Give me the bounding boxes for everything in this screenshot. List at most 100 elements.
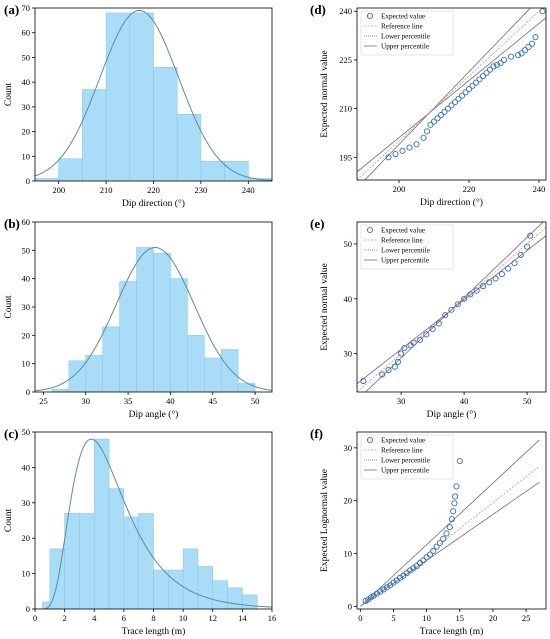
x-axis-label: Dip angle (°) [427,409,477,420]
chart-panel-c: (c) 0 2 4 6 8 10 12 14 16 0 10 20 30 40 50 Trace length … [4,426,276,637]
histogram-bar [51,388,70,392]
x-tick-label: 6 [122,613,126,623]
data-point [435,320,442,327]
x-tick-label: 230 [195,185,208,195]
upper-percentile-line [360,439,540,607]
data-point [437,112,445,119]
legend: Expected value Reference line Lower percen… [360,224,454,270]
panel-label: (f) [310,426,323,441]
y-tick-label: 10 [344,549,353,559]
fit-curve [35,9,272,181]
lower-percentile-line [360,481,540,607]
panel-label: (d) [310,2,326,17]
x-tick-label: 15 [456,613,465,623]
y-tick-label: 50 [22,245,31,255]
data-point [497,60,504,67]
legend-entry: Reference line [381,447,423,455]
histogram-bar [93,438,110,609]
data-point [528,40,536,47]
x-tick-label: 220 [463,184,476,194]
histogram-bar [58,158,83,181]
data-point [524,243,531,250]
legend-entry: Expected value [381,437,425,445]
y-tick-label: 240 [339,6,352,16]
y-tick-label: 60 [22,28,31,38]
y-tick-label: 0 [26,387,30,397]
y-tick-label: 30 [344,349,353,359]
histogram-bar [203,357,222,392]
histogram-bar [224,160,249,181]
y-tick-label: 195 [339,152,352,162]
data-point [455,95,462,102]
legend-entry: Upper percentile [381,257,429,265]
y-tick-label: 20 [344,496,353,506]
x-tick-label: 8 [151,613,155,623]
x-tick-label: 200 [52,185,65,195]
data-point [486,66,494,73]
chart-panel-f: (f) Expected value Reference line Lower per… [310,426,547,637]
y-tick-label: 40 [22,274,31,284]
histogram-bar [85,354,104,392]
legend-marker-icon [366,12,374,20]
data-point [517,251,524,258]
data-point [498,271,505,278]
x-tick-label: 14 [238,613,247,623]
histogram-bar [170,278,188,392]
data-point [441,108,448,115]
fit-curve [35,438,272,609]
upper-percentile-line [365,222,544,392]
data-point [472,79,480,86]
y-axis-label: Expected normal value [320,263,330,351]
data-point [452,493,459,500]
chart-panel-d: (d) Expected value Reference line Lower per… [310,2,547,208]
data-point [527,232,534,239]
data-point [420,134,427,141]
data-point [476,76,483,83]
histogram-bar [227,587,243,609]
data-point [440,535,447,542]
axes-frame [356,221,547,393]
x-tick-label: 40 [460,396,469,406]
data-point [473,287,480,294]
x-tick-label: 240 [533,184,546,194]
x-tick-label: 30 [397,396,406,406]
lower-percentile-line [357,17,546,173]
histogram-bar [220,349,239,392]
x-axis-label: Trace length (m) [420,626,484,637]
y-tick-label: 225 [339,55,352,65]
data-point [416,336,424,343]
x-axis-label: Dip angle (°) [129,409,179,420]
data-point [479,283,487,290]
plot-area [35,438,272,609]
data-point [385,367,392,374]
data-point [360,377,367,385]
x-tick-label: 50 [523,396,532,406]
x-tick-label: 35 [124,396,133,406]
histogram-bar [138,513,154,609]
x-tick-label: 10 [422,613,431,623]
x-tick-label: 45 [209,396,218,406]
y-tick-label: 70 [22,3,31,13]
data-point [444,105,452,112]
legend: Expected value Reference line Lower percen… [360,434,454,480]
legend-entry: Lower percentile [381,457,430,465]
data-point [379,371,386,378]
data-point [410,339,417,346]
x-tick-label: 20 [489,613,498,623]
data-point [399,147,406,154]
x-axis-label: Dip direction (°) [420,197,483,208]
y-tick-label: 30 [22,302,31,312]
x-tick-label: 5 [391,613,395,623]
fit-curve [35,247,272,392]
data-point [413,141,420,148]
data-point [462,89,469,96]
histogram-bar [237,383,256,392]
legend-entry: Expected value [381,13,425,21]
histogram-bar [136,247,154,392]
data-point [514,52,522,59]
histogram-bar [119,281,137,392]
y-tick-label: 0 [26,604,30,614]
data-point [427,121,434,128]
data-point [505,265,512,272]
y-tick-label: 20 [22,533,31,543]
